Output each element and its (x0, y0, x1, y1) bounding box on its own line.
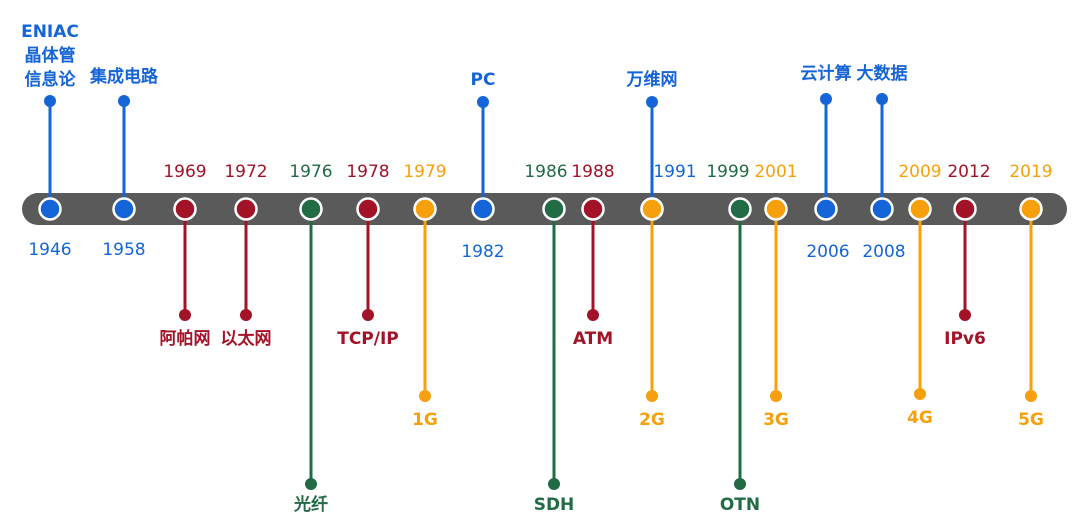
event-node (38, 197, 62, 221)
event-label: 万维网 (626, 69, 678, 90)
event-year: 1958 (102, 240, 145, 260)
event-stem-dot (646, 96, 658, 108)
event-label: 光纤 (293, 494, 328, 515)
event-node (356, 197, 380, 221)
event-stem-dot (305, 478, 317, 490)
event-label: 大数据 (857, 63, 908, 84)
event-stem-dot (118, 95, 130, 107)
event-label: 晶体管 (25, 45, 76, 66)
timeline-event-1979: 1979 1G (403, 162, 446, 430)
event-node (112, 197, 136, 221)
event-year: 2001 (754, 162, 797, 182)
timeline-event-1969: 1969 阿帕网 (160, 162, 211, 349)
event-label: IPv6 (944, 329, 986, 349)
event-stem-dot (876, 93, 888, 105)
event-node (173, 197, 197, 221)
event-year: 1972 (224, 162, 267, 182)
event-node (581, 197, 605, 221)
event-year: 1976 (289, 162, 332, 182)
timeline-event-2019: 2019 5G (1009, 162, 1052, 430)
event-label: SDH (534, 495, 575, 515)
event-label: PC (471, 70, 496, 90)
event-node (908, 197, 932, 221)
event-stem-dot (959, 309, 971, 321)
event-stem-dot (1025, 390, 1037, 402)
timeline-event-1978: 1978 TCP/IP (337, 162, 399, 349)
event-stem-dot (587, 309, 599, 321)
timeline-event-1988: 1988 ATM (571, 162, 614, 349)
event-label: 集成电路 (89, 66, 159, 87)
event-stem-dot (646, 390, 658, 402)
event-year: 1969 (163, 162, 206, 182)
event-label: 以太网 (221, 328, 272, 349)
event-label: ATM (573, 329, 613, 349)
event-node (953, 197, 977, 221)
event-year: 1988 (571, 162, 614, 182)
event-stem-dot (770, 390, 782, 402)
event-year: 1991 (653, 162, 696, 182)
event-stem-dot (419, 390, 431, 402)
event-label: 信息论 (25, 69, 77, 90)
event-stem-dot (820, 93, 832, 105)
event-label: 3G (763, 410, 789, 430)
event-year: 1999 (706, 162, 749, 182)
event-node (764, 197, 788, 221)
event-year: 2008 (862, 242, 905, 262)
event-node (870, 197, 894, 221)
event-stem-dot (548, 478, 560, 490)
event-node (471, 197, 495, 221)
timeline-event-2006: 2006 云计算 (801, 63, 852, 262)
timeline-event-1958: 1958 集成电路 (89, 66, 159, 260)
timeline-event-2001: 2001 3G (754, 162, 797, 430)
event-year: 2012 (947, 162, 990, 182)
timeline-event-2009: 2009 4G (898, 162, 941, 428)
timeline-event-1986: 1986 SDH (524, 162, 574, 515)
event-year: 2009 (898, 162, 941, 182)
event-year: 2019 (1009, 162, 1052, 182)
timeline-event-2008: 2008 大数据 (857, 63, 908, 262)
event-label: ENIAC (21, 22, 79, 42)
event-label: OTN (720, 495, 760, 515)
event-stem-dot (734, 478, 746, 490)
event-year: 2006 (806, 242, 849, 262)
event-node (1019, 197, 1043, 221)
event-label: 5G (1018, 410, 1044, 430)
event-node (234, 197, 258, 221)
timeline-event-1999: 1999 OTN (706, 162, 760, 515)
event-stem-dot (44, 95, 56, 107)
event-year: 1946 (28, 240, 71, 260)
event-label: TCP/IP (337, 329, 399, 349)
event-node (728, 197, 752, 221)
event-node (299, 197, 323, 221)
event-year: 1986 (524, 162, 567, 182)
timeline-event-1976: 1976 光纤 (289, 162, 332, 515)
event-label: 阿帕网 (160, 328, 211, 349)
event-label: 2G (639, 410, 665, 430)
event-stem-dot (179, 309, 191, 321)
event-label: 云计算 (801, 63, 852, 84)
event-node (814, 197, 838, 221)
timeline-event-2g: 2G (639, 197, 665, 430)
timeline-event-1972: 1972 以太网 (221, 162, 272, 349)
event-stem-dot (362, 309, 374, 321)
event-year: 1979 (403, 162, 446, 182)
event-stem-dot (914, 388, 926, 400)
event-stem-dot (240, 309, 252, 321)
timeline-event-1982: 1982 PC (461, 70, 504, 262)
event-node (413, 197, 437, 221)
timeline-event-2012: 2012 IPv6 (944, 162, 990, 349)
event-year: 1978 (346, 162, 389, 182)
event-node (542, 197, 566, 221)
event-stem-dot (477, 96, 489, 108)
event-node (640, 197, 664, 221)
event-year: 1982 (461, 242, 504, 262)
event-label: 4G (907, 408, 933, 428)
event-label: 1G (412, 410, 438, 430)
